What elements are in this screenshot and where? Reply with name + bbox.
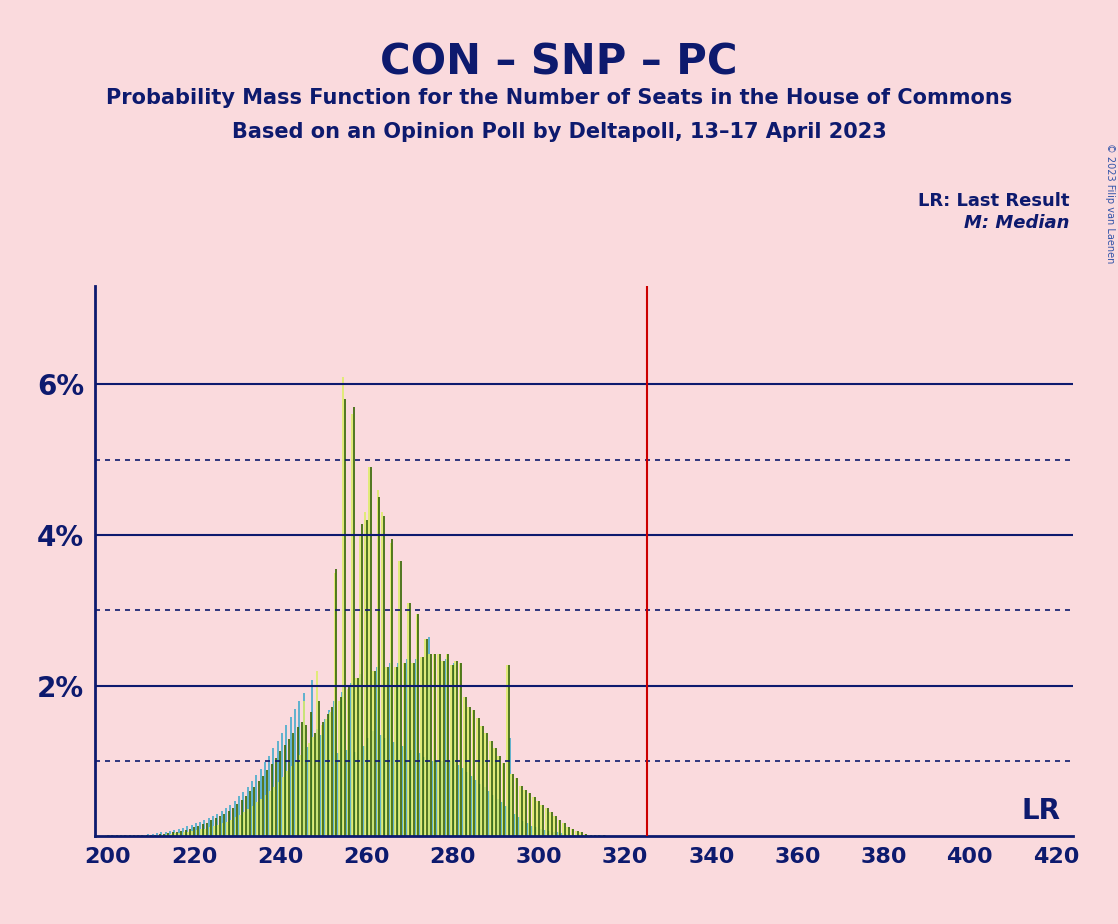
Text: LR: LR [1022,796,1060,825]
Text: Based on an Opinion Poll by Deltapoll, 13–17 April 2023: Based on an Opinion Poll by Deltapoll, 1… [231,122,887,142]
Text: © 2023 Filip van Laenen: © 2023 Filip van Laenen [1106,143,1115,263]
Text: LR: Last Result: LR: Last Result [918,192,1070,210]
Text: CON – SNP – PC: CON – SNP – PC [380,42,738,83]
Text: Probability Mass Function for the Number of Seats in the House of Commons: Probability Mass Function for the Number… [106,88,1012,108]
Text: M: Median: M: Median [965,214,1070,232]
